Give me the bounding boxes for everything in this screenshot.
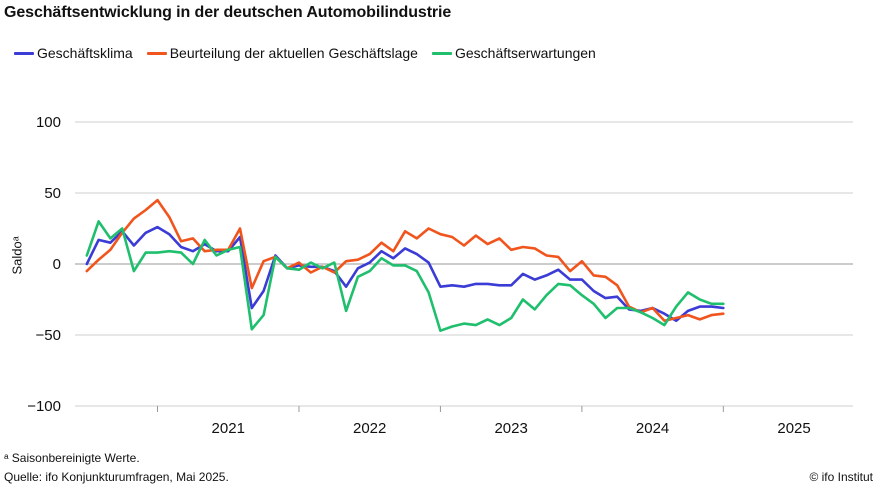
legend-item-geschaeftserwartungen: Geschäftserwartungen xyxy=(431,45,596,61)
legend-label-geschaeftserwartungen: Geschäftserwartungen xyxy=(454,45,596,61)
y-tick-label: 50 xyxy=(44,185,61,202)
x-tick-label: 2021 xyxy=(212,420,245,437)
x-tick-label: 2023 xyxy=(494,420,527,437)
legend-item-geschaeftslage: Beurteilung der aktuellen Geschäftslage xyxy=(146,45,418,61)
y-tick-label: −50 xyxy=(36,327,61,344)
legend-swatch-geschaeftslage xyxy=(146,51,167,55)
y-tick-label: 0 xyxy=(53,256,61,273)
x-tick-label: 2025 xyxy=(777,420,810,437)
legend-swatch-geschaeftsklima xyxy=(14,51,34,55)
legend-swatch-geschaeftserwartungen xyxy=(431,51,452,55)
footnote: ᵃ Saisonbereinigte Werte. xyxy=(4,451,140,465)
y-tick-label: −100 xyxy=(27,398,61,415)
source-note: Quelle: ifo Konjunkturumfragen, Mai 2025… xyxy=(4,470,229,484)
x-tick-label: 2022 xyxy=(353,420,386,437)
legend-item-geschaeftsklima: Geschäftsklima xyxy=(14,45,133,61)
x-tick-label: 2024 xyxy=(636,420,669,437)
series-line-klima xyxy=(85,225,725,323)
series-line-lage xyxy=(85,198,725,323)
legend-label-geschaeftslage: Beurteilung der aktuellen Geschäftslage xyxy=(169,45,418,61)
legend-label-geschaeftsklima: Geschäftsklima xyxy=(37,45,133,61)
chart-title: Geschäftsentwicklung in der deutschen Au… xyxy=(4,4,452,21)
y-tick-label: 100 xyxy=(36,114,61,131)
series-line-erwartungen xyxy=(85,220,725,333)
legend: Geschäftsklima Beurteilung der aktuellen… xyxy=(14,45,610,61)
copyright-credit: © ifo Institut xyxy=(809,470,873,484)
